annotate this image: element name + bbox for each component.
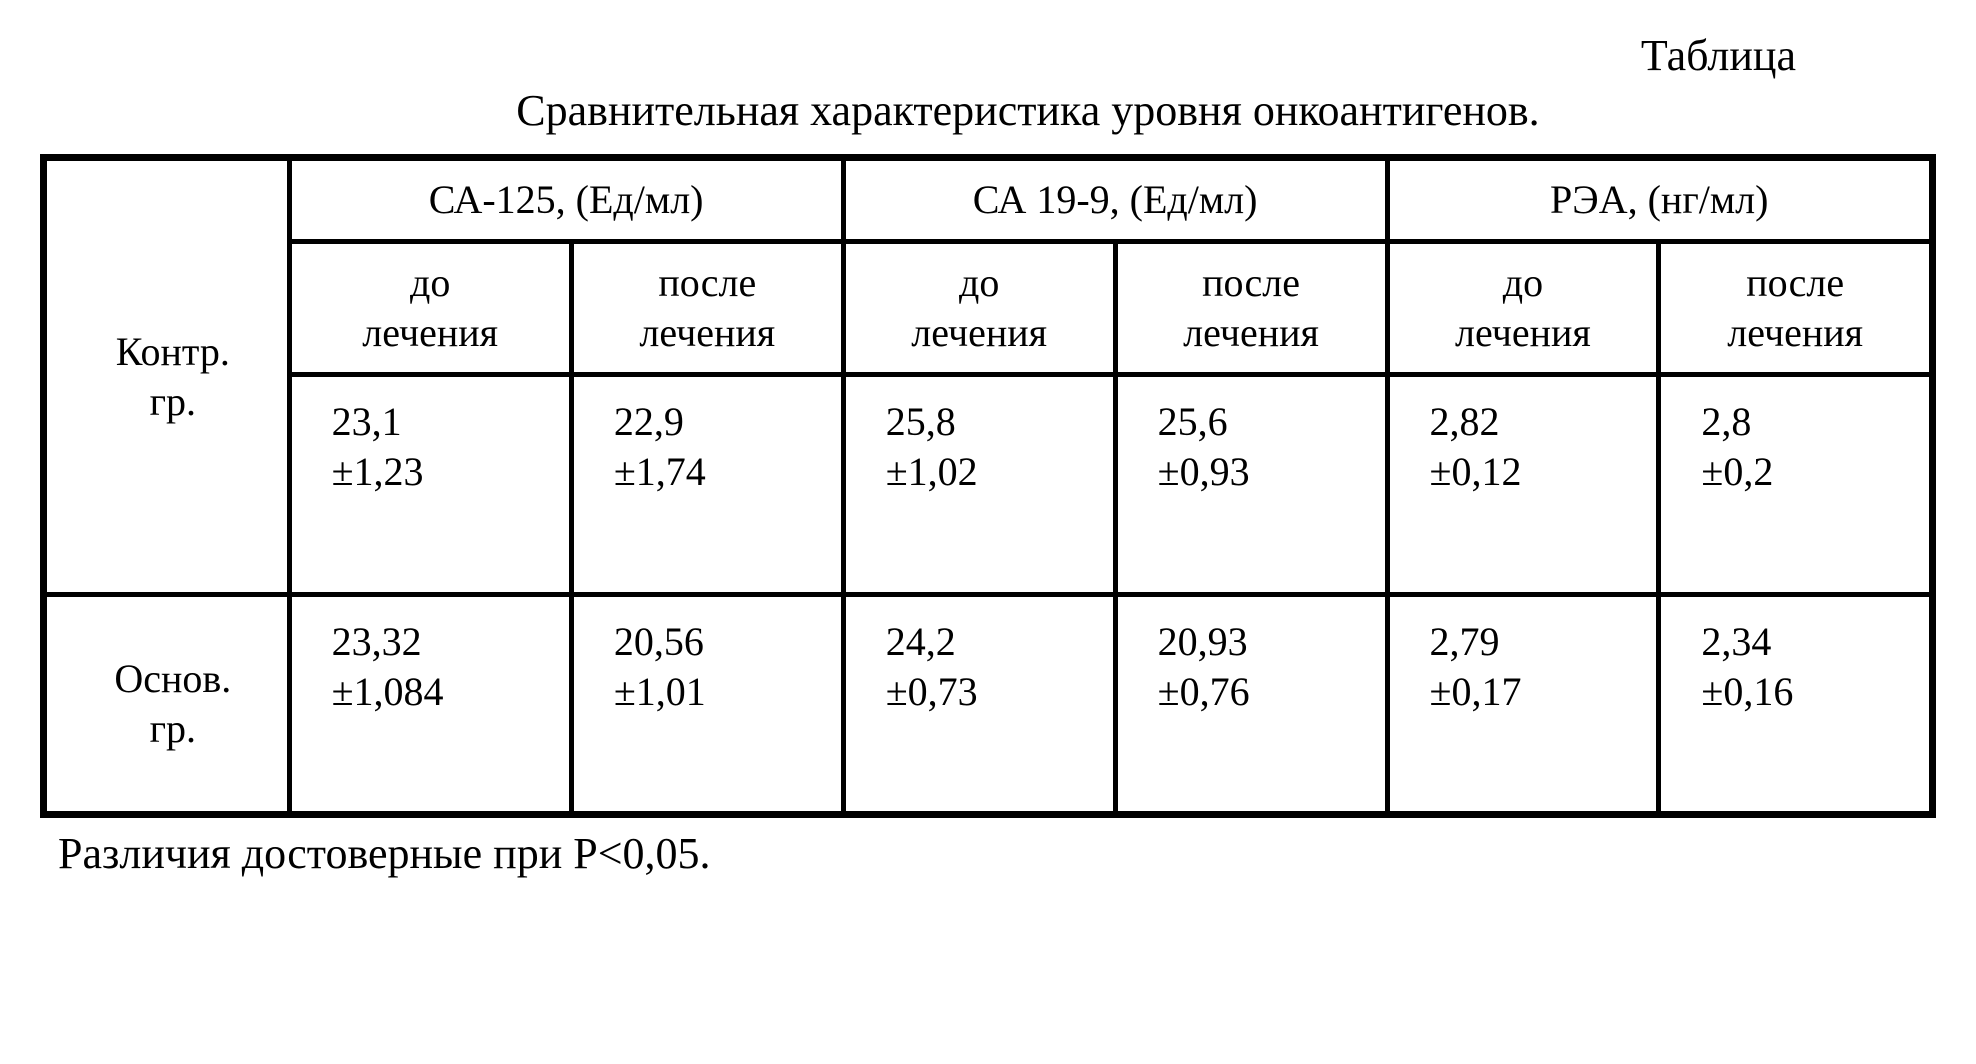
col-group-ca199: СА 19-9, (Ед/мл) [843, 158, 1387, 242]
oncoantigen-table: Контр.гр. СА-125, (Ед/мл) СА 19-9, (Ед/м… [40, 154, 1936, 818]
cell-control-ca199-after: 25,6±0,93 [1115, 375, 1387, 595]
table-footnote: Различия достоверные при Р<0,05. [40, 828, 1936, 879]
col-sub-rea-before: долечения [1387, 242, 1659, 375]
table-caption: Сравнительная характеристика уровня онко… [40, 85, 1936, 136]
cell-control-ca199-before: 25,8±1,02 [843, 375, 1115, 595]
table-label: Таблица [40, 30, 1936, 81]
cell-main-rea-before: 2,79±0,17 [1387, 595, 1659, 815]
col-group-rea: РЭА, (нг/мл) [1387, 158, 1933, 242]
cell-main-ca125-before: 23,32±1,084 [289, 595, 571, 815]
cell-main-ca125-after: 20,56±1,01 [571, 595, 843, 815]
col-sub-ca125-after: послелечения [571, 242, 843, 375]
row-label-control: Контр.гр. [44, 158, 290, 595]
cell-control-rea-after: 2,8±0,2 [1659, 375, 1933, 595]
cell-control-ca125-before: 23,1±1,23 [289, 375, 571, 595]
col-sub-rea-after: послелечения [1659, 242, 1933, 375]
col-sub-ca199-after: послелечения [1115, 242, 1387, 375]
cell-control-ca125-after: 22,9±1,74 [571, 375, 843, 595]
cell-main-rea-after: 2,34±0,16 [1659, 595, 1933, 815]
col-sub-ca125-before: долечения [289, 242, 571, 375]
col-group-ca125: СА-125, (Ед/мл) [289, 158, 843, 242]
cell-control-rea-before: 2,82±0,12 [1387, 375, 1659, 595]
cell-main-ca199-after: 20,93±0,76 [1115, 595, 1387, 815]
row-label-main: Основ.гр. [44, 595, 290, 815]
col-sub-ca199-before: долечения [843, 242, 1115, 375]
cell-main-ca199-before: 24,2±0,73 [843, 595, 1115, 815]
